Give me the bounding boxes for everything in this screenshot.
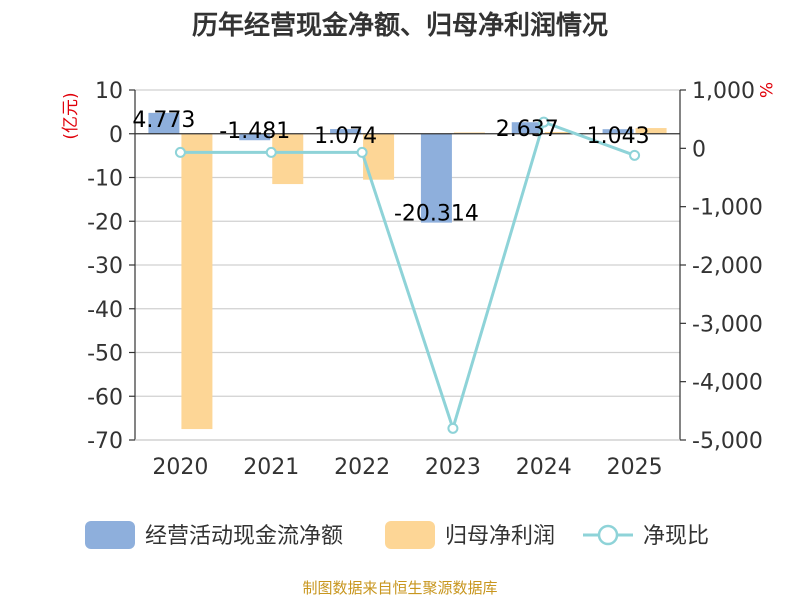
left-tick-label: -20 [87,210,123,235]
left-tick-label: -30 [87,254,123,279]
cash-flow-bar [420,133,452,223]
ratio-line-path [180,120,636,434]
legend-marker-ratio [597,524,619,546]
ratio-point [447,422,459,434]
x-tick-label: 2025 [607,455,663,480]
legend-label-ratio: 净现比 [643,524,709,549]
ratio-line [174,116,641,434]
legend-label-cash-flow: 经营活动现金流净额 [145,524,343,549]
ratio-point [265,146,277,158]
left-tick-label: -40 [87,298,123,323]
right-tick-label: -4,000 [692,371,763,396]
right-tick-label: -2,000 [692,254,763,279]
data-labels: 4.773 -1.481 1.074 -20.314 2.637 1.043 [132,108,649,227]
cash-flow-bar [148,112,180,134]
ratio-point [356,146,368,158]
cash-flow-value-label: 2.637 [496,117,559,142]
cash-flow-value-label: -1.481 [219,119,290,144]
cash-flow-value-label: 1.043 [587,124,650,149]
left-tick-label: -50 [87,342,123,367]
ratio-point [174,146,186,158]
x-tick-label: 2023 [425,455,481,480]
bars [148,112,667,430]
net-profit-bar [181,133,213,430]
left-axis-unit: (亿元) [61,92,81,139]
legend-swatch-net-profit [385,521,435,549]
left-tick-label: -60 [87,385,123,410]
ratio-point [629,149,641,161]
right-tick-label: -1,000 [692,196,763,221]
left-tick-label: 0 [109,123,123,148]
cash-flow-value-label: 1.074 [314,124,377,149]
legend: 经营活动现金流净额 归母净利润 净现比 [85,521,709,549]
cash-flow-value-label: -20.314 [394,202,479,227]
cash-flow-bar [602,129,634,134]
x-tick-label: 2021 [243,455,299,480]
axes: 10 0 -10 -20 -30 -40 -50 -60 -70 1,000 0 -1,000 -2,0… [87,79,763,480]
x-tick-label: 2020 [152,455,208,480]
chart-title: 历年经营现金净额、归母净利润情况 [192,10,608,41]
right-tick-label: 1,000 [692,79,755,104]
right-axis-unit: % [755,82,775,98]
gridlines [135,89,680,441]
right-tick-label: 0 [692,137,706,162]
cash-flow-bar [330,129,362,134]
ratio-point [538,116,550,128]
cash-flow-value-label: 4.773 [132,108,195,133]
net-profit-bar [453,132,485,134]
source-note: 制图数据来自恒生聚源数据库 [302,579,497,597]
net-profit-bar [635,128,667,134]
net-profit-bar [272,133,304,185]
cash-flow-bar [239,133,271,141]
x-tick-label: 2022 [334,455,390,480]
right-tick-label: -5,000 [692,429,763,454]
left-tick-label: 10 [95,79,123,104]
right-tick-label: -3,000 [692,312,763,337]
legend-swatch-cash-flow [85,521,135,549]
net-profit-bar [544,132,576,134]
legend-label-net-profit: 归母净利润 [445,524,555,549]
cash-flow-bar [511,122,543,134]
left-tick-label: -10 [87,167,123,192]
x-tick-label: 2024 [516,455,572,480]
left-tick-label: -70 [87,429,123,454]
